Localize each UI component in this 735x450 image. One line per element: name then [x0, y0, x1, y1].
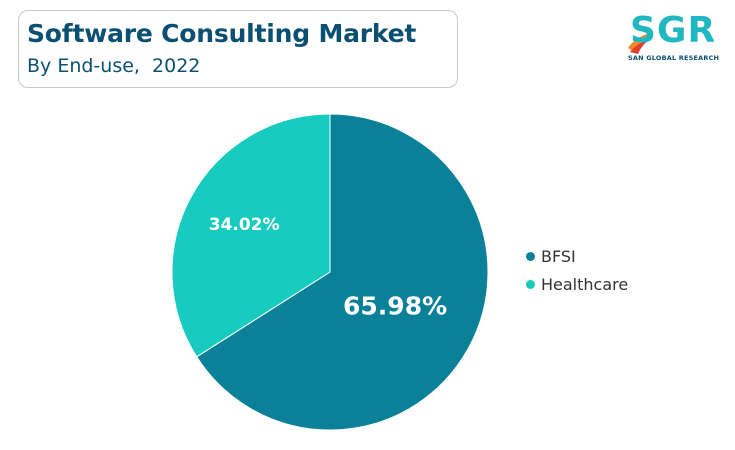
logo-tagline: SAN GLOBAL RESEARCH: [628, 54, 720, 62]
legend-swatch-healthcare: [526, 279, 535, 289]
legend-item-healthcare: Healthcare: [526, 270, 628, 298]
pie-slice-bfsi: [196, 113, 489, 431]
pie-label-healthcare: 34.02%: [209, 215, 280, 235]
legend-label-healthcare: Healthcare: [541, 274, 629, 294]
pie-label-bfsi: 65.98%: [343, 292, 447, 321]
legend-item-bfsi: BFSI: [526, 242, 628, 270]
legend-label-bfsi: BFSI: [541, 246, 576, 266]
pie-slice-healthcare: [171, 113, 331, 358]
chart-legend: BFSI Healthcare: [526, 242, 628, 298]
chart-title: Software Consulting Market: [27, 19, 417, 48]
title-box: Software Consulting Market By End-use, 2…: [18, 10, 458, 88]
swoosh-logo-icon: [628, 32, 654, 54]
logo-text: SGR: [630, 10, 717, 51]
logo: SGR SAN GLOBAL RESEARCH: [622, 10, 726, 66]
legend-swatch-bfsi: [526, 251, 535, 261]
chart-subtitle: By End-use, 2022: [27, 55, 201, 77]
